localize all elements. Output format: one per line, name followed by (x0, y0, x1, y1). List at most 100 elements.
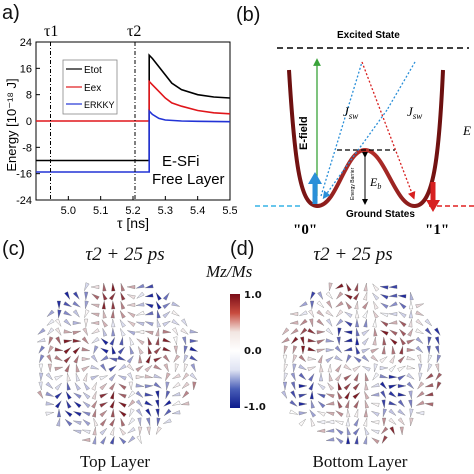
spin-arrow-top (127, 320, 136, 327)
spin-arrow-top (189, 346, 198, 352)
spin-arrow-top (120, 283, 126, 292)
spin-arrow-bottom (361, 337, 369, 346)
spin-arrow-bottom (299, 301, 308, 308)
spin-arrow-bottom (308, 382, 314, 391)
spin-arrow-bottom (381, 345, 386, 355)
spin-arrow-bottom (361, 348, 370, 354)
spin-arrow-top (127, 427, 136, 434)
spin-arrow-bottom (397, 399, 405, 408)
spin-arrow-top (127, 311, 136, 318)
spin-arrow-bottom (310, 418, 316, 427)
spin-arrow-top (144, 392, 154, 397)
spin-arrow-top (145, 408, 152, 417)
spin-arrow-top (111, 282, 116, 292)
spin-arrow-bottom (370, 392, 380, 397)
spin-arrow-top (66, 400, 72, 409)
spin-arrow-top (172, 373, 181, 379)
spin-arrow-bottom (388, 284, 398, 289)
spin-arrow-bottom (417, 381, 425, 390)
spin-arrow-top (183, 345, 188, 354)
spin-arrow-top (128, 435, 136, 443)
efield-label: E-field (298, 116, 310, 150)
spin-arrow-bottom (406, 381, 414, 389)
spin-arrow-bottom (418, 372, 423, 382)
spin-arrow-top (63, 329, 73, 334)
spin-arrow-bottom (363, 418, 368, 427)
spin-arrow-top (99, 418, 107, 427)
spin-arrow-top (102, 292, 108, 301)
spin-arrow-top (135, 375, 145, 380)
spin-arrow-top (75, 364, 80, 373)
spin-arrow-bottom (335, 283, 344, 289)
spin-arrow-top (129, 408, 135, 417)
spin-arrow-bottom (344, 320, 353, 327)
spin-arrow-bottom (424, 318, 432, 327)
y-tick-label: 8 (26, 90, 32, 102)
spin-arrow-bottom (399, 346, 404, 355)
spin-arrow-bottom (290, 390, 297, 399)
spin-arrow-top (145, 311, 154, 316)
spin-arrow-top (90, 354, 98, 363)
spin-arrow-bottom (336, 336, 341, 346)
spin-arrow-top (189, 339, 199, 343)
spin-arrow-top (118, 363, 127, 371)
spin-arrow-bottom (317, 393, 326, 399)
spin-arrow-top (46, 318, 55, 326)
spin-arrow-top (155, 328, 160, 337)
spin-arrow-top (90, 375, 99, 381)
panel-b-diagram: Excited State Eb Energy Barrier E-field … (255, 30, 474, 237)
spin-arrow-top (153, 346, 161, 355)
spin-arrow-top (48, 336, 54, 345)
spin-arrow-top (155, 390, 160, 399)
spin-arrow-bottom (316, 428, 326, 433)
spin-arrow-bottom (344, 311, 353, 318)
spin-arrow-top (109, 418, 116, 427)
spin-arrow-top (37, 327, 46, 335)
spin-arrow-bottom (326, 411, 335, 416)
spin-arrow-bottom (345, 301, 353, 310)
spin-arrow-bottom (389, 426, 395, 435)
spin-arrow-top (45, 401, 55, 406)
spin-arrow-bottom (361, 354, 370, 362)
spin-arrow-bottom (415, 310, 424, 316)
spin-arrow-top (99, 393, 108, 399)
panel-d-label: (d) (230, 238, 255, 260)
spin-arrow-top (182, 390, 190, 399)
spin-arrow-top (75, 373, 81, 382)
spin-arrow-bottom (319, 372, 323, 382)
spin-arrow-bottom (337, 400, 343, 409)
spin-arrow-bottom (427, 363, 433, 372)
colorbar (230, 294, 240, 408)
spin-arrow-bottom (434, 345, 440, 354)
spin-arrow-bottom (424, 402, 434, 407)
spin-arrow-top (145, 330, 154, 335)
spin-arrow-top (126, 363, 135, 371)
spin-arrow-bottom (353, 400, 359, 409)
spin-arrow-top (135, 302, 145, 307)
spin-arrow-bottom (282, 327, 290, 336)
spin-arrow-bottom (335, 428, 344, 436)
spin-arrow-bottom (399, 337, 406, 346)
jsw-label-right: Jsw (407, 104, 422, 121)
spin-arrow-bottom (426, 345, 431, 355)
spin-arrow-bottom (397, 365, 406, 372)
spin-arrow-top (63, 301, 72, 307)
spin-arrow-top (153, 373, 162, 379)
spin-arrow-bottom (328, 373, 333, 382)
spin-arrow-top (171, 310, 180, 317)
right-edge-letter: E (462, 123, 471, 138)
spin-arrow-top (100, 436, 107, 445)
spin-arrow-top (109, 427, 115, 436)
spin-arrow-bottom (398, 320, 407, 328)
spin-arrow-top (99, 410, 108, 418)
spin-arrow-bottom (408, 390, 413, 400)
jsw-path-return (322, 109, 388, 200)
spin-arrow-bottom (406, 339, 415, 345)
panel-a-label: a) (2, 2, 20, 24)
spin-arrow-bottom (353, 373, 359, 382)
spin-arrow-bottom (283, 372, 288, 381)
spin-arrow-bottom (353, 292, 360, 301)
spin-arrow-bottom (388, 384, 397, 390)
spin-arrow-bottom (282, 354, 287, 364)
series-group (36, 53, 231, 173)
